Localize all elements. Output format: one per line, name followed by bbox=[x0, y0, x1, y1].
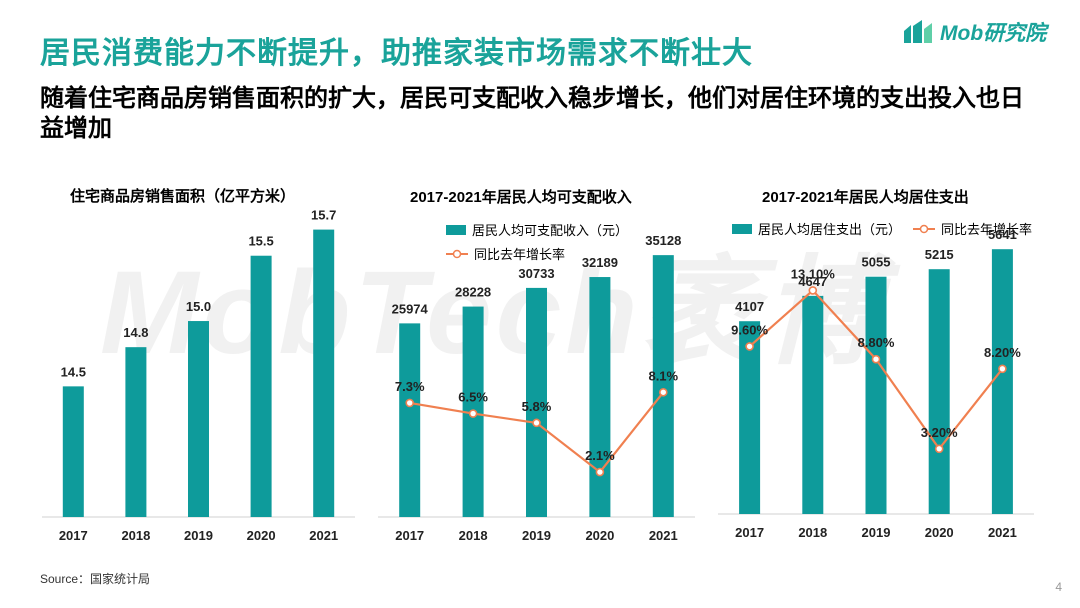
growth-value-label: 13.10% bbox=[791, 266, 836, 281]
x-tick-label: 2018 bbox=[121, 528, 150, 543]
chart2-title: 2017-2021年居民人均可支配收入 bbox=[410, 189, 632, 206]
brand-logo: Mob研究院 bbox=[902, 14, 1046, 50]
chart3-title: 2017-2021年居民人均居住支出 bbox=[762, 189, 969, 206]
x-tick-label: 2017 bbox=[395, 528, 424, 543]
bar bbox=[802, 295, 824, 514]
chart2-legend-bar: 居民人均可支配收入（元） bbox=[446, 220, 628, 239]
legend-income-label: 居民人均可支配收入（元） bbox=[472, 223, 629, 238]
growth-point bbox=[532, 418, 541, 428]
bar-value-label: 30733 bbox=[518, 266, 554, 281]
x-tick-label: 2018 bbox=[459, 528, 488, 543]
logo-icon bbox=[904, 20, 932, 43]
growth-value-label: 8.80% bbox=[858, 335, 895, 350]
bar bbox=[399, 323, 421, 517]
chart2-legend-line: 同比去年增长率 bbox=[446, 244, 565, 263]
x-tick-label: 2020 bbox=[247, 528, 276, 543]
bar-value-label: 4107 bbox=[735, 299, 764, 314]
bar bbox=[250, 255, 272, 518]
bar-value-label: 28228 bbox=[455, 285, 491, 300]
legend-growth-label: 同比去年增长率 bbox=[474, 247, 566, 262]
bar-value-label: 15.5 bbox=[248, 234, 273, 249]
x-tick-label: 2019 bbox=[862, 525, 891, 540]
x-tick-label: 2017 bbox=[59, 528, 88, 543]
legend-growth-label: 同比去年增长率 bbox=[941, 222, 1033, 237]
bar-value-label: 5055 bbox=[862, 255, 891, 270]
bar bbox=[739, 321, 761, 514]
growth-point bbox=[934, 444, 944, 454]
bar-value-label: 5641 bbox=[988, 227, 1017, 242]
logo-text: Mob研究院 bbox=[940, 22, 1047, 45]
bar bbox=[928, 269, 950, 514]
legend-line-swatch bbox=[913, 224, 936, 233]
growth-point bbox=[658, 387, 668, 397]
page-subtitle: 随着住宅商品房销售面积的扩大，居民可支配收入稳步增长，他们对居住环境的支出投入也… bbox=[40, 85, 1024, 142]
growth-value-label: 8.1% bbox=[648, 368, 678, 383]
growth-point bbox=[808, 286, 818, 295]
x-tick-label: 2019 bbox=[522, 528, 551, 543]
growth-point bbox=[998, 364, 1007, 374]
x-tick-label: 2021 bbox=[649, 528, 678, 543]
growth-point bbox=[405, 398, 415, 408]
bar-value-label: 32189 bbox=[582, 255, 618, 270]
bar-value-label: 5215 bbox=[925, 247, 954, 262]
growth-point bbox=[595, 467, 605, 477]
growth-value-label: 9.60% bbox=[731, 322, 768, 337]
bar-value-label: 4647 bbox=[798, 274, 827, 289]
growth-value-label: 5.8% bbox=[522, 399, 552, 414]
bar bbox=[313, 229, 335, 517]
x-tick-label: 2018 bbox=[798, 525, 827, 540]
growth-point bbox=[871, 354, 881, 364]
legend-bar-swatch bbox=[732, 223, 752, 234]
bar-value-label: 14.8 bbox=[123, 325, 148, 340]
growth-value-label: 8.20% bbox=[984, 345, 1021, 360]
bar bbox=[589, 277, 611, 517]
x-tick-label: 2019 bbox=[184, 528, 213, 543]
bar-value-label: 35128 bbox=[645, 233, 681, 248]
source-note: Source：国家统计局 bbox=[40, 572, 151, 586]
bar-value-label: 15.7 bbox=[311, 208, 336, 223]
legend-bar-swatch bbox=[446, 224, 466, 235]
x-tick-label: 2020 bbox=[925, 525, 954, 540]
chart3-legend-bar: 居民人均居住支出（元） 同比去年增长率 bbox=[732, 219, 1032, 238]
bar bbox=[526, 287, 547, 517]
page-title: 居民消费能力不断提升，助推家装市场需求不断壮大 bbox=[40, 37, 753, 70]
bar bbox=[188, 321, 209, 517]
page-number: 4 bbox=[1055, 580, 1062, 594]
growth-point bbox=[468, 409, 478, 418]
bar bbox=[62, 386, 84, 517]
x-tick-label: 2017 bbox=[735, 525, 764, 540]
bar bbox=[991, 249, 1013, 514]
growth-point bbox=[745, 342, 754, 351]
legend-housing-label: 居民人均居住支出（元） bbox=[758, 222, 902, 237]
legend-line-swatch bbox=[446, 249, 468, 258]
growth-value-label: 6.5% bbox=[458, 390, 488, 405]
growth-value-label: 2.1% bbox=[585, 448, 615, 463]
bar bbox=[865, 276, 887, 514]
x-tick-label: 2021 bbox=[988, 525, 1017, 540]
bar-value-label: 14.5 bbox=[61, 364, 86, 379]
bar-value-label: 25974 bbox=[392, 301, 429, 316]
chart1-title: 住宅商品房销售面积（亿平方米） bbox=[70, 188, 296, 205]
x-tick-label: 2021 bbox=[309, 528, 338, 543]
growth-value-label: 7.3% bbox=[395, 379, 425, 394]
bar bbox=[125, 347, 147, 517]
bar-value-label: 15.0 bbox=[186, 299, 211, 314]
bar bbox=[652, 255, 674, 518]
growth-value-label: 3.20% bbox=[921, 425, 958, 440]
x-tick-label: 2020 bbox=[585, 528, 614, 543]
